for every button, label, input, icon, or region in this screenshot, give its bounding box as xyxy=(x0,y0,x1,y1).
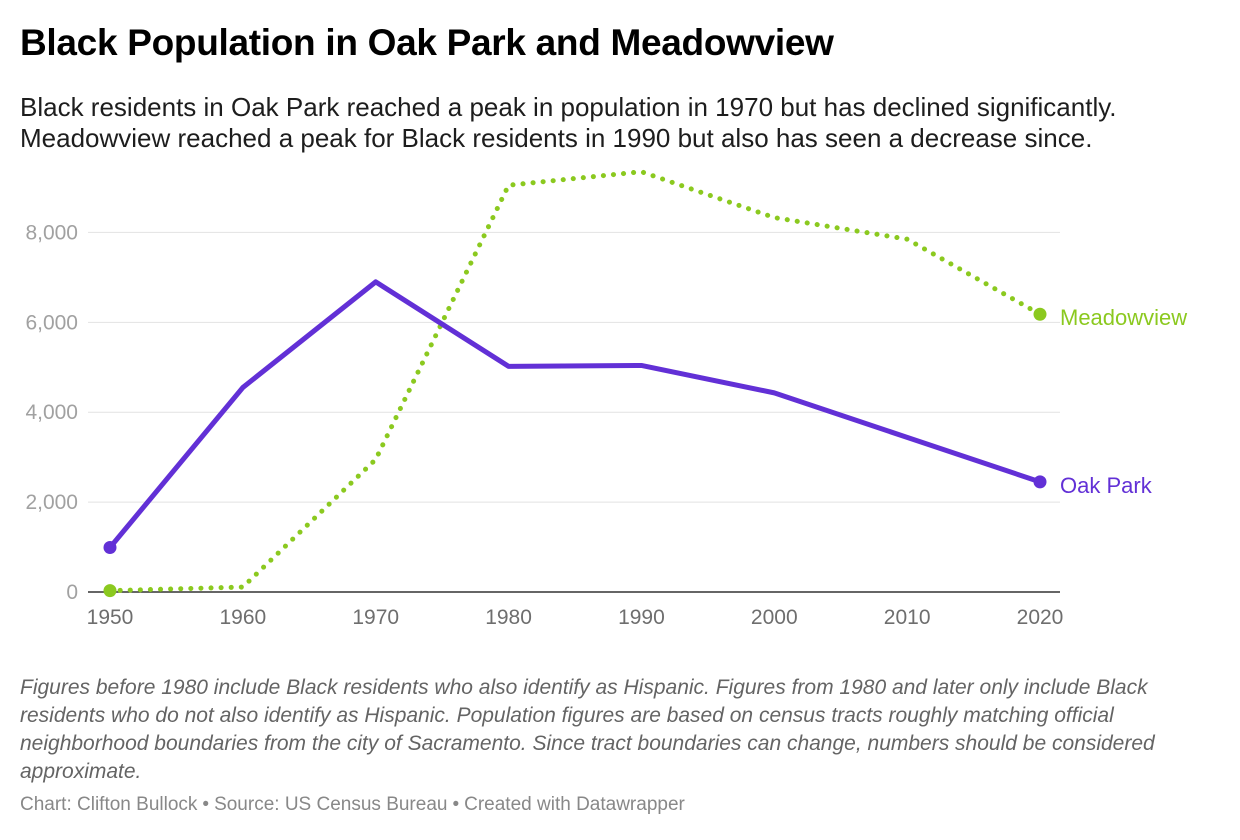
y-tick-label: 8,000 xyxy=(25,221,78,244)
y-tick-label: 2,000 xyxy=(25,491,78,514)
credit-tool: Created with Datawrapper xyxy=(464,794,685,815)
x-tick-label: 1960 xyxy=(219,606,266,629)
x-tick-label: 2020 xyxy=(1017,606,1064,629)
meadowview-point xyxy=(1033,307,1047,321)
x-tick-label: 1970 xyxy=(352,606,399,629)
meadowview-label: Meadowview xyxy=(1060,305,1187,330)
oak-park-label: Oak Park xyxy=(1060,473,1153,498)
credit-separator: • xyxy=(202,794,210,815)
series-lines xyxy=(103,169,1047,598)
oak-park-point xyxy=(103,541,117,555)
x-tick-label: 2000 xyxy=(751,606,798,629)
x-axis-ticks: 1950 1960 1970 1980 1990 2000 2010 2020 xyxy=(87,606,1064,629)
credit-author: Chart: Clifton Bullock xyxy=(20,794,198,815)
chart-subtitle: Black residents in Oak Park reached a pe… xyxy=(20,92,1117,153)
chart-title: Black Population in Oak Park and Meadowv… xyxy=(20,22,834,63)
credit-source: Source: US Census Bureau xyxy=(214,794,448,815)
x-tick-label: 1980 xyxy=(485,606,532,629)
meadowview-point xyxy=(103,584,117,598)
y-tick-label: 0 xyxy=(66,581,78,604)
x-tick-label: 1950 xyxy=(87,606,134,629)
x-tick-label: 2010 xyxy=(884,606,931,629)
series-labels: Meadowview Oak Park xyxy=(1060,305,1187,498)
chart-credit: Chart: Clifton Bullock • Source: US Census… xyxy=(20,794,685,816)
chart-notes: Figures before 1980 include Black reside… xyxy=(20,676,1155,783)
y-tick-label: 4,000 xyxy=(25,401,78,424)
y-tick-label: 6,000 xyxy=(25,311,78,334)
x-tick-label: 1990 xyxy=(618,606,665,629)
y-axis-ticks: 0 2,000 4,000 6,000 8,000 xyxy=(25,221,78,604)
meadowview-line xyxy=(107,169,1043,594)
oak-park-point xyxy=(1033,475,1047,489)
gridlines xyxy=(88,231,1060,593)
oak-park-line xyxy=(107,279,1043,551)
credit-separator: • xyxy=(452,794,460,815)
